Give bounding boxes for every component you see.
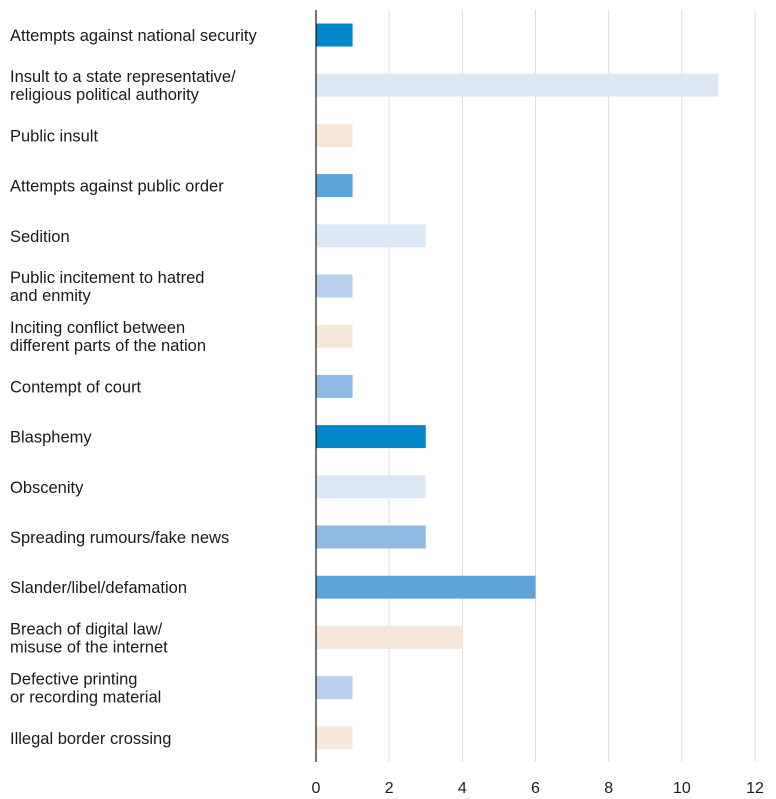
category-label-line: Attempts against national security (10, 27, 257, 45)
bar (316, 726, 353, 749)
bar (316, 24, 353, 47)
bars (316, 24, 718, 750)
bar (316, 275, 353, 298)
bar (316, 425, 426, 448)
category-label-line: religious political authority (10, 86, 200, 104)
gridlines (389, 10, 755, 762)
category-label-line: Illegal border crossing (10, 730, 171, 748)
category-label-line: Slander/libel/defamation (10, 579, 187, 597)
category-label-line: Spreading rumours/fake news (10, 529, 229, 547)
category-label: Defective printing or recording material (10, 671, 161, 707)
bar (316, 526, 426, 549)
category-label-line: Public incitement to hatred (10, 269, 204, 287)
category-label: Breach of digital law/misuse of the inte… (10, 620, 168, 656)
category-label-line: Defective printing (10, 671, 137, 689)
category-label-line: misuse of the internet (10, 638, 168, 656)
category-label: Blasphemy (10, 429, 92, 447)
x-tick-label: 12 (746, 780, 764, 797)
bar (316, 74, 718, 97)
x-tick-labels: 0 2 4 6 8 10 12 (312, 780, 764, 797)
x-tick-label: 2 (385, 780, 394, 797)
category-label-line: Breach of digital law/ (10, 620, 163, 638)
category-label: Contempt of court (10, 378, 142, 396)
bar (316, 375, 353, 398)
x-tick-label: 6 (531, 780, 540, 797)
x-tick-label: 4 (458, 780, 467, 797)
category-label-line: Attempts against public order (10, 178, 224, 196)
bar (316, 174, 353, 197)
category-label-line: Sedition (10, 228, 70, 246)
category-label: Insult to a state representative/religio… (10, 68, 236, 104)
bar (316, 626, 462, 649)
bar (316, 576, 536, 599)
category-label: Illegal border crossing (10, 730, 171, 748)
category-label: Attempts against national security (10, 27, 257, 45)
category-label: Slander/libel/defamation (10, 579, 187, 597)
bar (316, 475, 426, 498)
category-labels: Attempts against national security Insult… (10, 27, 257, 748)
bar (316, 124, 353, 147)
x-tick-label: 8 (604, 780, 613, 797)
x-tick-label: 10 (673, 780, 691, 797)
category-label-line: and enmity (10, 287, 91, 305)
bar (316, 676, 353, 699)
category-label: Spreading rumours/fake news (10, 529, 229, 547)
category-label: Inciting conflict between different parts… (10, 319, 206, 355)
category-label-line: Inciting conflict between (10, 319, 185, 337)
category-label-line: Public insult (10, 127, 98, 145)
category-label-line: Insult to a state representative/ (10, 68, 236, 86)
category-label-line: different parts of the nation (10, 337, 206, 355)
category-label: Public insult (10, 127, 98, 145)
bar (316, 325, 353, 348)
category-label: Sedition (10, 228, 70, 246)
category-label: Obscenity (10, 479, 84, 497)
category-label-line: Blasphemy (10, 429, 92, 447)
category-label-line: or recording material (10, 689, 161, 707)
category-label: Public incitement to hatred and enmity (10, 269, 204, 305)
x-tick-label: 0 (312, 780, 321, 797)
bar (316, 224, 426, 247)
category-label-line: Obscenity (10, 479, 84, 497)
category-label-line: Contempt of court (10, 378, 142, 396)
category-label: Attempts against public order (10, 178, 224, 196)
